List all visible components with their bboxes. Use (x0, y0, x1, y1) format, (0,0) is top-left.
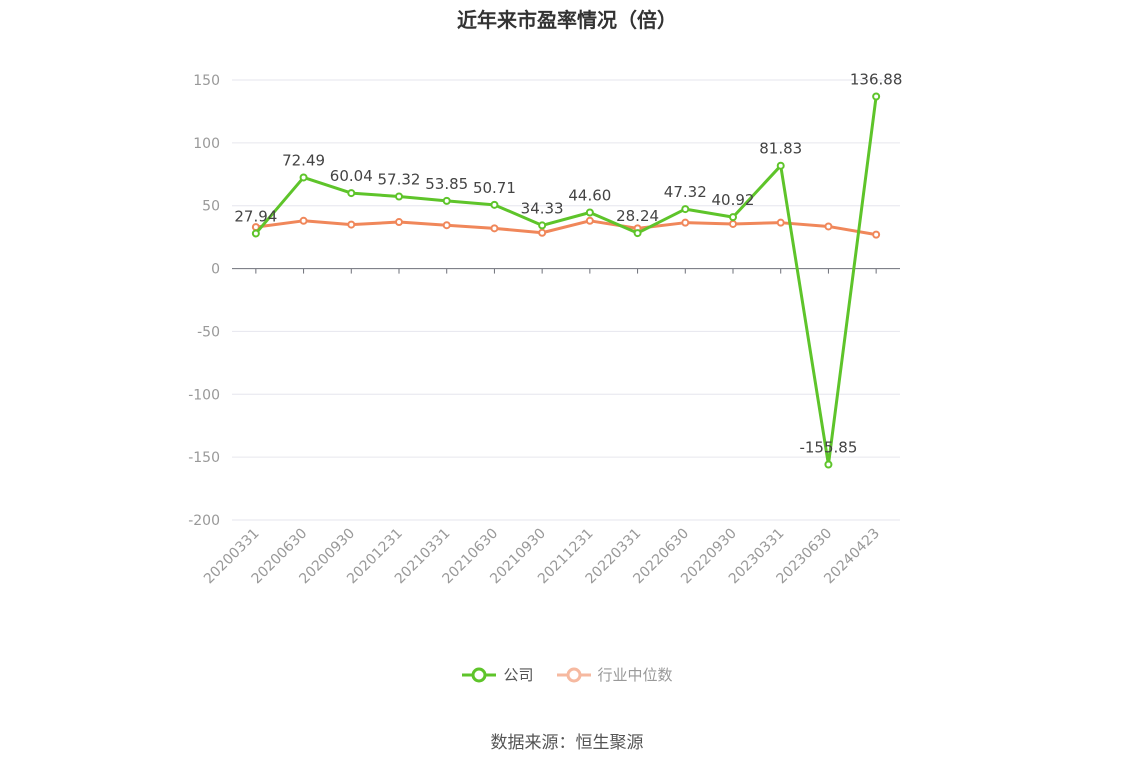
company-data-point[interactable] (490, 200, 499, 209)
y-tick-label: 50 (202, 199, 220, 215)
legend-item-industry-median[interactable]: 行业中位数 (556, 664, 673, 685)
company-value-label: 81.83 (759, 140, 802, 158)
company-data-point[interactable] (633, 229, 642, 238)
company-data-point[interactable] (729, 213, 737, 222)
industry-median-data-point[interactable] (538, 228, 547, 237)
y-tick-label: 100 (193, 136, 220, 152)
y-tick-label: 0 (211, 262, 220, 278)
company-data-point[interactable] (824, 460, 833, 469)
company-value-label: 57.32 (378, 171, 421, 189)
industry-median-data-point[interactable] (442, 221, 451, 230)
company-value-label: 28.24 (616, 207, 659, 225)
company-value-label: 60.04 (330, 167, 373, 185)
company-value-label: 72.49 (282, 151, 325, 169)
source-note: 数据来源：恒生聚源 (490, 733, 644, 753)
company-value-label: 47.32 (664, 183, 707, 201)
industry-median-data-point[interactable] (347, 220, 356, 229)
legend-industry-line-icon (556, 667, 591, 682)
industry-median-data-point[interactable] (872, 230, 881, 239)
industry-median-data-point[interactable] (490, 224, 499, 233)
company-value-label: 44.60 (568, 187, 611, 205)
company-data-point[interactable] (251, 229, 260, 238)
company-data-point[interactable] (872, 92, 881, 101)
company-data-point[interactable] (538, 221, 547, 230)
company-data-point[interactable] (776, 161, 785, 170)
company-value-label: 34.33 (521, 199, 564, 217)
industry-median-data-point[interactable] (824, 222, 833, 231)
company-data-point[interactable] (347, 189, 356, 198)
legend-industry-label: 行业中位数 (597, 666, 673, 684)
data-labels: 27.94 72.49 60.04 57.32 53.85 50.71 34.3344.60… (234, 70, 902, 456)
y-tick-label: -50 (197, 324, 220, 340)
company-value-label: 40.92 (712, 191, 755, 209)
chart-title: 近年来市盈率情况（倍） (457, 8, 677, 32)
industry-median-data-point[interactable] (395, 218, 403, 227)
series-lines (251, 92, 881, 469)
company-data-point[interactable] (681, 205, 690, 214)
company-value-label: 27.94 (234, 207, 277, 225)
company-data-point[interactable] (299, 173, 308, 182)
legend-company-label: 公司 (503, 666, 534, 684)
company-data-point[interactable] (395, 192, 403, 201)
industry-median-data-point[interactable] (585, 216, 594, 225)
company-series-line (254, 96, 878, 466)
company-data-point[interactable] (442, 196, 451, 205)
company-value-label: 50.71 (473, 179, 516, 197)
y-tick-label: -200 (188, 513, 220, 529)
grid-lines (232, 79, 900, 521)
company-value-label: 53.85 (425, 175, 468, 193)
legend-company-line-icon (462, 667, 497, 682)
industry-median-data-point[interactable] (299, 216, 308, 225)
industry-median-data-point[interactable] (681, 218, 690, 227)
industry-median-series-line (255, 219, 877, 237)
company-value-label: -155.85 (799, 438, 857, 456)
industry-median-data-point[interactable] (729, 219, 737, 228)
legend: 公司 行业中位数 (0, 664, 1134, 685)
company-data-point[interactable] (585, 208, 594, 217)
legend-item-company[interactable]: 公司 (461, 664, 534, 685)
y-tick-label: 150 (193, 73, 220, 89)
industry-median-data-point[interactable] (776, 218, 785, 227)
company-value-label: 136.88 (850, 70, 903, 88)
y-tick-label: -150 (188, 450, 220, 466)
y-tick-label: -100 (188, 387, 220, 403)
